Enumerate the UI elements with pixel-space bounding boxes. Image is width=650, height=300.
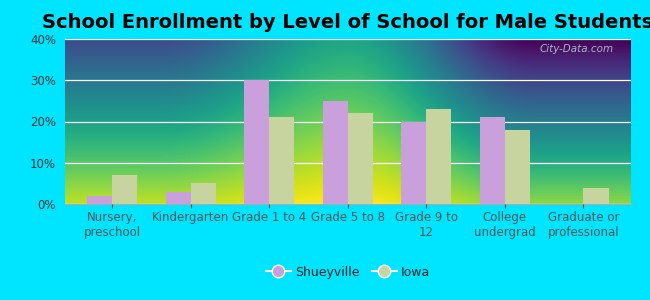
Bar [348, 113, 373, 204]
Legend: Shueyville, Iowa: Shueyville, Iowa [261, 260, 435, 283]
Bar [401, 122, 426, 204]
Bar [87, 196, 112, 204]
Bar [505, 130, 530, 204]
Bar [480, 117, 505, 204]
Bar [269, 117, 294, 204]
Bar [190, 183, 216, 204]
Bar [166, 192, 190, 204]
Bar [426, 109, 452, 204]
Bar [112, 175, 137, 204]
Text: City-Data.com: City-Data.com [540, 44, 614, 54]
Title: School Enrollment by Level of School for Male Students: School Enrollment by Level of School for… [42, 13, 650, 32]
Bar [322, 101, 348, 204]
Bar [584, 188, 608, 204]
Bar [244, 80, 269, 204]
